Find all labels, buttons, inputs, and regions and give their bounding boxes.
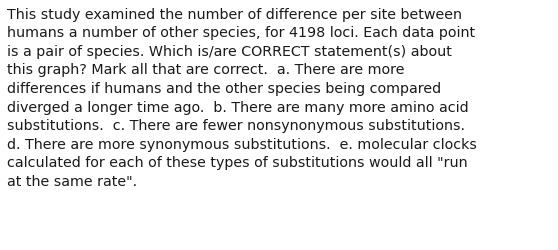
Text: This study examined the number of difference per site between
humans a number of: This study examined the number of differ… — [7, 8, 477, 188]
